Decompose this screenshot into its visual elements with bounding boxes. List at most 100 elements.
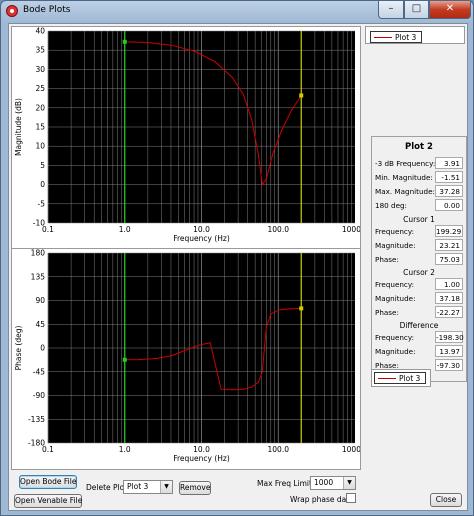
data-point [272,153,274,155]
cursor-2-marker [122,357,127,362]
info-value: 0.00 [435,199,463,211]
max-freq-select[interactable]: 1000 ▼ [310,476,356,490]
y-tick-label: 25 [35,84,45,93]
cursor-1-marker [299,93,304,98]
magnitude-chart[interactable]: 40 35 30 25 20 15 10 5 0 -5 -100.1 1.0 10.0 100.0 1000… [12,27,360,249]
data-point [257,153,259,155]
info-label: Magnitude: [375,294,416,303]
data-point [251,118,253,120]
y-tick-label: -10 [33,219,45,228]
info-label: Frequency: [375,333,415,342]
cursor1-heading: Cursor 1 [403,215,435,224]
info-label: Magnitude: [375,241,416,250]
delete-plot-value: Plot 3 [127,482,149,491]
phase-legend: Plot 3 [371,369,431,387]
info-label: Max. Magnitude: [375,187,435,196]
wrap-phase-label: Wrap phase data [290,495,354,504]
title-bar[interactable]: Bode Plots – □ ✕ [1,1,473,21]
data-point [183,350,186,352]
data-point [261,371,263,373]
info-row: Min. Magnitude: -1.51 [372,171,466,184]
y-tick-label: -5 [38,199,46,208]
x-tick-label: 10.0 [193,225,210,234]
data-point [147,41,149,44]
y-tick-label: 15 [35,123,45,132]
info-label: -3 dB Frequency: [375,159,436,168]
info-row: Magnitude: 13.97 [372,345,466,358]
data-point [214,61,216,63]
y-tick-label: 5 [40,161,45,170]
data-point [261,184,263,186]
x-tick-label: 100.0 [268,225,290,234]
data-point [251,386,253,388]
phase-plot[interactable]: 180 135 90 45 0 -45 -90 -135 -180 0.1 1.0 10.0 100.0… [11,248,361,470]
data-point [154,357,156,360]
info-row: Frequency: 199.29 [372,225,466,238]
y-tick-label: 0 [40,344,45,353]
chevron-down-icon[interactable]: ▼ [160,481,172,493]
delete-plot-label: Delete Plot: [86,483,130,492]
info-value: 23.21 [435,239,463,251]
y-axis-label: Magnitude (dB) [14,98,23,156]
difference-heading: Difference [399,321,439,330]
x-tick-label: 1.0 [119,225,131,234]
y-tick-label: -135 [28,415,45,424]
delete-plot-select[interactable]: Plot 3 ▼ [123,480,173,494]
window-close-button[interactable]: ✕ [429,1,471,19]
info-label: 180 deg: [375,201,407,210]
open-bode-file-button[interactable]: Open Bode File [19,475,77,489]
y-tick-label: 20 [35,103,45,112]
y-tick-label: 35 [35,46,45,55]
info-value: 37.28 [435,185,463,197]
x-tick-label: 0.1 [42,225,54,234]
remove-button[interactable]: Remove [179,481,211,495]
info-value: -1.51 [435,171,463,183]
info-value: -198.30 [435,331,464,343]
data-point [197,344,199,346]
cursor2-heading: Cursor 2 [403,268,435,277]
wrap-phase-checkbox[interactable] [346,493,356,503]
series-line [124,307,302,391]
x-tick-label: 1000.0 [342,445,360,454]
legend-item-plot-3[interactable]: Plot 3 [370,31,422,43]
legend-label: Plot 3 [395,33,417,42]
info-row: -3 dB Frequency: 3.91 [372,157,466,170]
data-point [220,388,222,390]
data-point [265,178,267,180]
open-venable-file-button[interactable]: Open Venable File [14,494,82,508]
info-row: Phase: -22.27 [372,306,466,319]
info-value: 199.29 [435,225,463,237]
y-tick-label: 45 [35,320,45,329]
cursor-1-marker [299,306,304,311]
close-button[interactable]: Close [430,493,462,507]
minimize-button[interactable]: – [378,1,404,19]
data-point [170,44,172,46]
cursor-2-marker [122,39,127,44]
magnitude-plot[interactable]: 40 35 30 25 20 15 10 5 0 -5 -10 0.1 1.0 10.0 100.0 1000… [11,26,361,250]
data-point [270,313,272,315]
data-point [288,308,291,310]
info-label: Min. Magnitude: [375,173,433,182]
x-tick-label: 10.0 [193,445,210,454]
x-tick-label: 1000.0 [342,225,360,234]
info-row: Frequency: 1.00 [372,278,466,291]
info-label: Phase: [375,255,399,264]
maximize-button[interactable]: □ [404,1,429,19]
info-label: Frequency: [375,280,415,289]
x-tick-label: 1.0 [119,445,131,454]
data-point [193,50,195,52]
data-point [257,381,259,383]
info-value: 13.97 [435,345,463,357]
legend-item-plot-3[interactable]: Plot 3 [374,372,426,384]
x-axis-label: Frequency (Hz) [173,234,230,243]
info-value: -97.30 [435,359,463,371]
chevron-down-icon[interactable]: ▼ [343,477,355,489]
data-point [231,76,233,78]
legend-label: Plot 3 [399,374,421,383]
data-point [170,355,172,357]
data-point [209,342,211,344]
y-tick-label: 30 [35,65,45,74]
info-value: -22.27 [435,306,463,318]
